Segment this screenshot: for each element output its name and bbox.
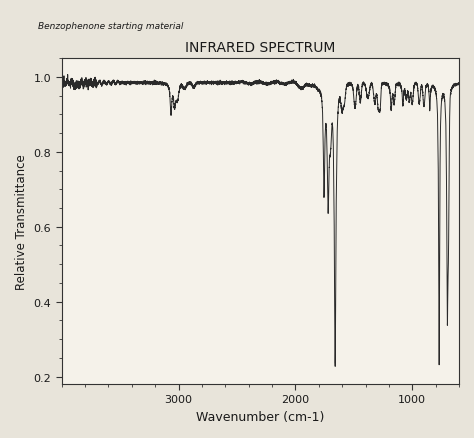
Y-axis label: Relative Transmittance: Relative Transmittance xyxy=(15,154,28,290)
Title: INFRARED SPECTRUM: INFRARED SPECTRUM xyxy=(185,41,336,55)
X-axis label: Wavenumber (cm-1): Wavenumber (cm-1) xyxy=(196,410,325,423)
Text: Benzophenone starting material: Benzophenone starting material xyxy=(38,22,183,31)
